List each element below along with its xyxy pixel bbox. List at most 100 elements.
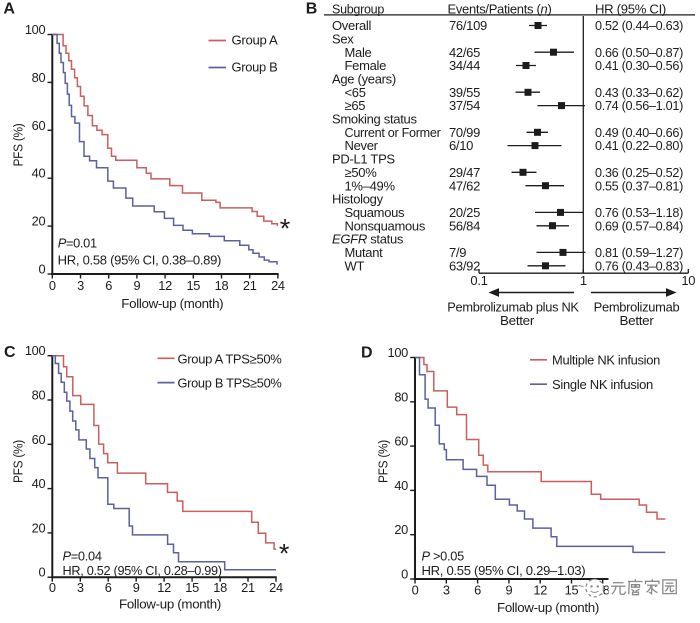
svg-text:Never: Never	[345, 138, 379, 153]
svg-text:60: 60	[32, 432, 46, 447]
svg-text:70/99: 70/99	[449, 125, 480, 140]
svg-text:0.55 (0.37–0.81): 0.55 (0.37–0.81)	[595, 178, 683, 193]
svg-text:Group B TPS≥50%: Group B TPS≥50%	[178, 376, 282, 391]
svg-text:1%–49%: 1%–49%	[345, 178, 396, 193]
svg-text:Squamous: Squamous	[345, 205, 406, 220]
svg-text:0.49 (0.40–0.66): 0.49 (0.40–0.66)	[595, 125, 683, 140]
svg-text:3: 3	[443, 582, 450, 597]
svg-text:18: 18	[213, 580, 227, 595]
svg-text:80: 80	[394, 389, 408, 404]
svg-text:Mutant: Mutant	[345, 245, 384, 260]
svg-text:PFS (%): PFS (%)	[10, 440, 25, 483]
svg-text:Follow-up (month): Follow-up (month)	[497, 600, 599, 615]
svg-text:Follow-up (month): Follow-up (month)	[121, 296, 223, 311]
svg-text:B: B	[306, 1, 317, 18]
svg-text:80: 80	[32, 388, 46, 403]
svg-text:34/44: 34/44	[449, 58, 480, 73]
svg-text:21: 21	[241, 580, 255, 595]
svg-text:<65: <65	[345, 85, 366, 100]
svg-text:1: 1	[580, 273, 587, 288]
svg-text:24: 24	[269, 580, 283, 595]
svg-text:0.41 (0.30–0.56): 0.41 (0.30–0.56)	[595, 58, 683, 73]
svg-text:0.66 (0.50–0.87): 0.66 (0.50–0.87)	[595, 45, 683, 60]
svg-text:15: 15	[186, 278, 200, 293]
svg-text:EGFR status: EGFR status	[332, 232, 404, 247]
svg-text:15: 15	[565, 582, 579, 597]
svg-text:21: 21	[243, 278, 257, 293]
svg-text:0.41 (0.22–0.80): 0.41 (0.22–0.80)	[595, 138, 683, 153]
svg-text:≥65: ≥65	[345, 98, 366, 113]
svg-text:Sex: Sex	[332, 32, 354, 47]
svg-text:Subgroup: Subgroup	[332, 1, 384, 16]
svg-text:0: 0	[49, 580, 56, 595]
svg-text:Age (years): Age (years)	[332, 72, 396, 87]
svg-text:Follow-up (month): Follow-up (month)	[119, 597, 221, 612]
svg-text:24: 24	[271, 278, 285, 293]
svg-text:40: 40	[32, 166, 46, 181]
svg-text:Current or Former: Current or Former	[345, 125, 442, 140]
svg-text:Pembrolizumab plus NK: Pembrolizumab plus NK	[447, 300, 579, 315]
svg-text:Better: Better	[620, 313, 655, 328]
svg-text:0: 0	[49, 278, 56, 293]
svg-text:37/54: 37/54	[449, 98, 480, 113]
svg-text:47/62: 47/62	[449, 178, 480, 193]
svg-text:20: 20	[394, 522, 408, 537]
svg-text:100: 100	[388, 345, 409, 360]
svg-text:PD-L1 TPS: PD-L1 TPS	[332, 152, 395, 167]
svg-text:HR, 0.58 (95% CI, 0.38–0.89): HR, 0.58 (95% CI, 0.38–0.89)	[58, 253, 221, 268]
svg-text:63/92: 63/92	[449, 258, 480, 273]
svg-text:0.76 (0.53–1.18): 0.76 (0.53–1.18)	[595, 205, 683, 220]
svg-text:0.81 (0.59–1.27): 0.81 (0.59–1.27)	[595, 245, 683, 260]
svg-text:12: 12	[533, 582, 547, 597]
svg-text:0.1: 0.1	[470, 273, 487, 288]
svg-text:60: 60	[394, 434, 408, 449]
svg-text:20/25: 20/25	[449, 205, 480, 220]
svg-text:Pembrolizumab: Pembrolizumab	[594, 300, 680, 315]
svg-text:Events/Patients (n): Events/Patients (n)	[448, 1, 552, 16]
svg-text:Nonsquamous: Nonsquamous	[345, 218, 426, 233]
svg-text:HR, 0.52 (95% CI, 0.28–0.99): HR, 0.52 (95% CI, 0.28–0.99)	[63, 563, 222, 578]
svg-text:Male: Male	[345, 45, 372, 60]
svg-text:10: 10	[681, 273, 695, 288]
svg-text:0.76 (0.43–0.83): 0.76 (0.43–0.83)	[595, 258, 683, 273]
svg-text:100: 100	[25, 343, 46, 358]
svg-text:20: 20	[32, 214, 46, 229]
svg-text:*: *	[279, 539, 290, 569]
svg-text:39/55: 39/55	[449, 85, 480, 100]
svg-text:A: A	[3, 1, 15, 18]
svg-text:18: 18	[215, 278, 229, 293]
svg-text:PFS (%): PFS (%)	[375, 440, 390, 483]
svg-text:C: C	[4, 344, 16, 361]
svg-text:0.74 (0.56–1.01): 0.74 (0.56–1.01)	[595, 98, 683, 113]
svg-text:29/47: 29/47	[449, 165, 480, 180]
svg-text:PFS (%): PFS (%)	[10, 123, 25, 166]
svg-text:WT: WT	[345, 258, 365, 273]
svg-text:42/65: 42/65	[449, 45, 480, 60]
svg-text:9: 9	[133, 580, 140, 595]
svg-text:Group B: Group B	[232, 60, 278, 75]
svg-text:3: 3	[77, 278, 84, 293]
svg-text:6: 6	[105, 580, 112, 595]
svg-text:*: *	[280, 214, 291, 244]
svg-text:15: 15	[185, 580, 199, 595]
svg-text:Smoking status: Smoking status	[332, 112, 417, 127]
svg-text:100: 100	[25, 22, 46, 37]
svg-text:Overall: Overall	[332, 18, 371, 33]
svg-text:HR (95% CI): HR (95% CI)	[595, 1, 666, 16]
svg-text:0: 0	[401, 567, 408, 582]
svg-text:Single NK infusion: Single NK infusion	[552, 377, 653, 392]
svg-text:≥50%: ≥50%	[345, 165, 378, 180]
svg-text:9: 9	[505, 582, 512, 597]
svg-text:6: 6	[474, 582, 481, 597]
svg-text:0.69 (0.57–0.84): 0.69 (0.57–0.84)	[595, 218, 683, 233]
svg-text:Female: Female	[345, 58, 387, 73]
svg-text:P=0.04: P=0.04	[63, 549, 102, 564]
svg-text:Group A: Group A	[232, 33, 279, 48]
svg-text:12: 12	[158, 278, 172, 293]
svg-text:3: 3	[77, 580, 84, 595]
svg-text:9: 9	[133, 278, 140, 293]
svg-text:6/10: 6/10	[449, 138, 473, 153]
svg-text:6: 6	[105, 278, 112, 293]
svg-text:P >0.05: P >0.05	[422, 549, 465, 564]
svg-text:HR, 0.55 (95% CI, 0.29–1.03): HR, 0.55 (95% CI, 0.29–1.03)	[422, 563, 586, 578]
